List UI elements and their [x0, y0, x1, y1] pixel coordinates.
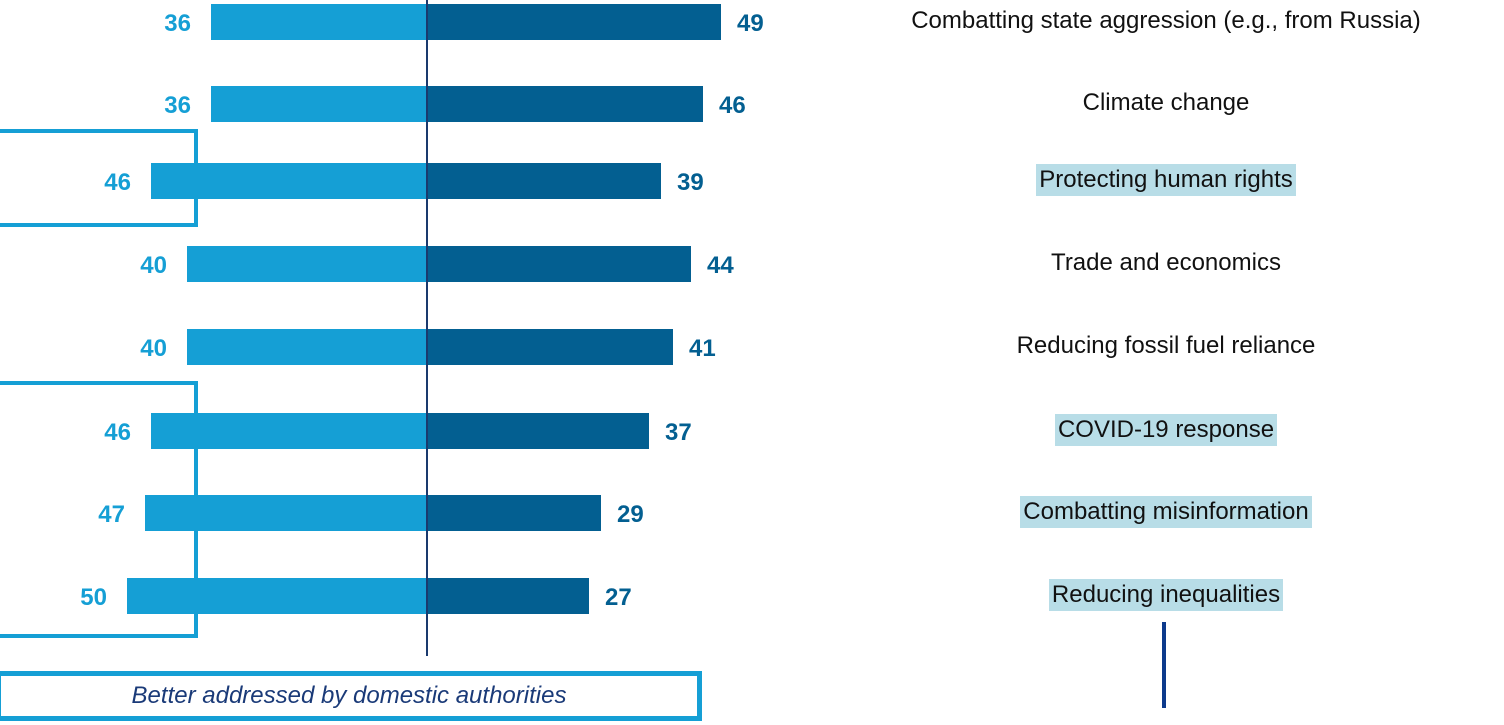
left-bar — [127, 578, 427, 614]
right-bar — [427, 495, 601, 531]
right-bar — [427, 329, 673, 365]
category-label: Combatting state aggression (e.g., from … — [911, 7, 1421, 34]
category-label: COVID-19 response — [1054, 414, 1278, 446]
right-bar — [427, 86, 703, 122]
category-label: Reducing inequalities — [1048, 579, 1284, 611]
right-value-label: 44 — [707, 252, 734, 279]
left-value-label: 50 — [80, 584, 107, 611]
right-value-label: 27 — [605, 584, 632, 611]
left-value-label: 40 — [140, 335, 167, 362]
category-label: Combatting misinformation — [1020, 496, 1312, 528]
left-bar — [211, 86, 427, 122]
left-bar — [211, 4, 427, 40]
right-series-value-labels: 49 46 39 44 41 37 29 27 — [605, 10, 764, 611]
right-value-label: 39 — [677, 169, 704, 196]
domestic-authorities-box: Better addressed by domestic authorities — [0, 671, 702, 721]
left-value-label: 47 — [98, 501, 125, 528]
right-bar — [427, 163, 661, 199]
right-value-label: 49 — [737, 10, 764, 37]
left-value-label: 40 — [140, 252, 167, 279]
left-bar — [187, 329, 427, 365]
right-value-label: 29 — [617, 501, 644, 528]
left-bar — [151, 163, 427, 199]
right-bar — [427, 4, 721, 40]
right-bar — [427, 413, 649, 449]
right-bar — [427, 578, 589, 614]
left-value-label: 46 — [104, 419, 131, 446]
left-bar — [145, 495, 427, 531]
left-bar — [187, 246, 427, 282]
category-label: Climate change — [1082, 89, 1250, 116]
left-value-label: 36 — [164, 10, 191, 37]
right-value-label: 41 — [689, 335, 716, 362]
right-series-bars — [427, 4, 721, 614]
left-bar — [151, 413, 427, 449]
category-label: Trade and economics — [1051, 249, 1281, 276]
right-value-label: 46 — [719, 92, 746, 119]
category-label: Protecting human rights — [1036, 164, 1296, 196]
right-value-label: 37 — [665, 419, 692, 446]
left-series-bars — [127, 4, 427, 614]
left-value-label: 46 — [104, 169, 131, 196]
left-series-value-labels: 36 36 46 40 40 46 47 50 — [80, 10, 191, 611]
domestic-authorities-label: Better addressed by domestic authorities — [131, 682, 567, 709]
domestic-highlight-brackets — [0, 129, 198, 638]
left-value-label: 36 — [164, 92, 191, 119]
category-label: Reducing fossil fuel reliance — [1016, 332, 1316, 359]
right-bar — [427, 246, 691, 282]
